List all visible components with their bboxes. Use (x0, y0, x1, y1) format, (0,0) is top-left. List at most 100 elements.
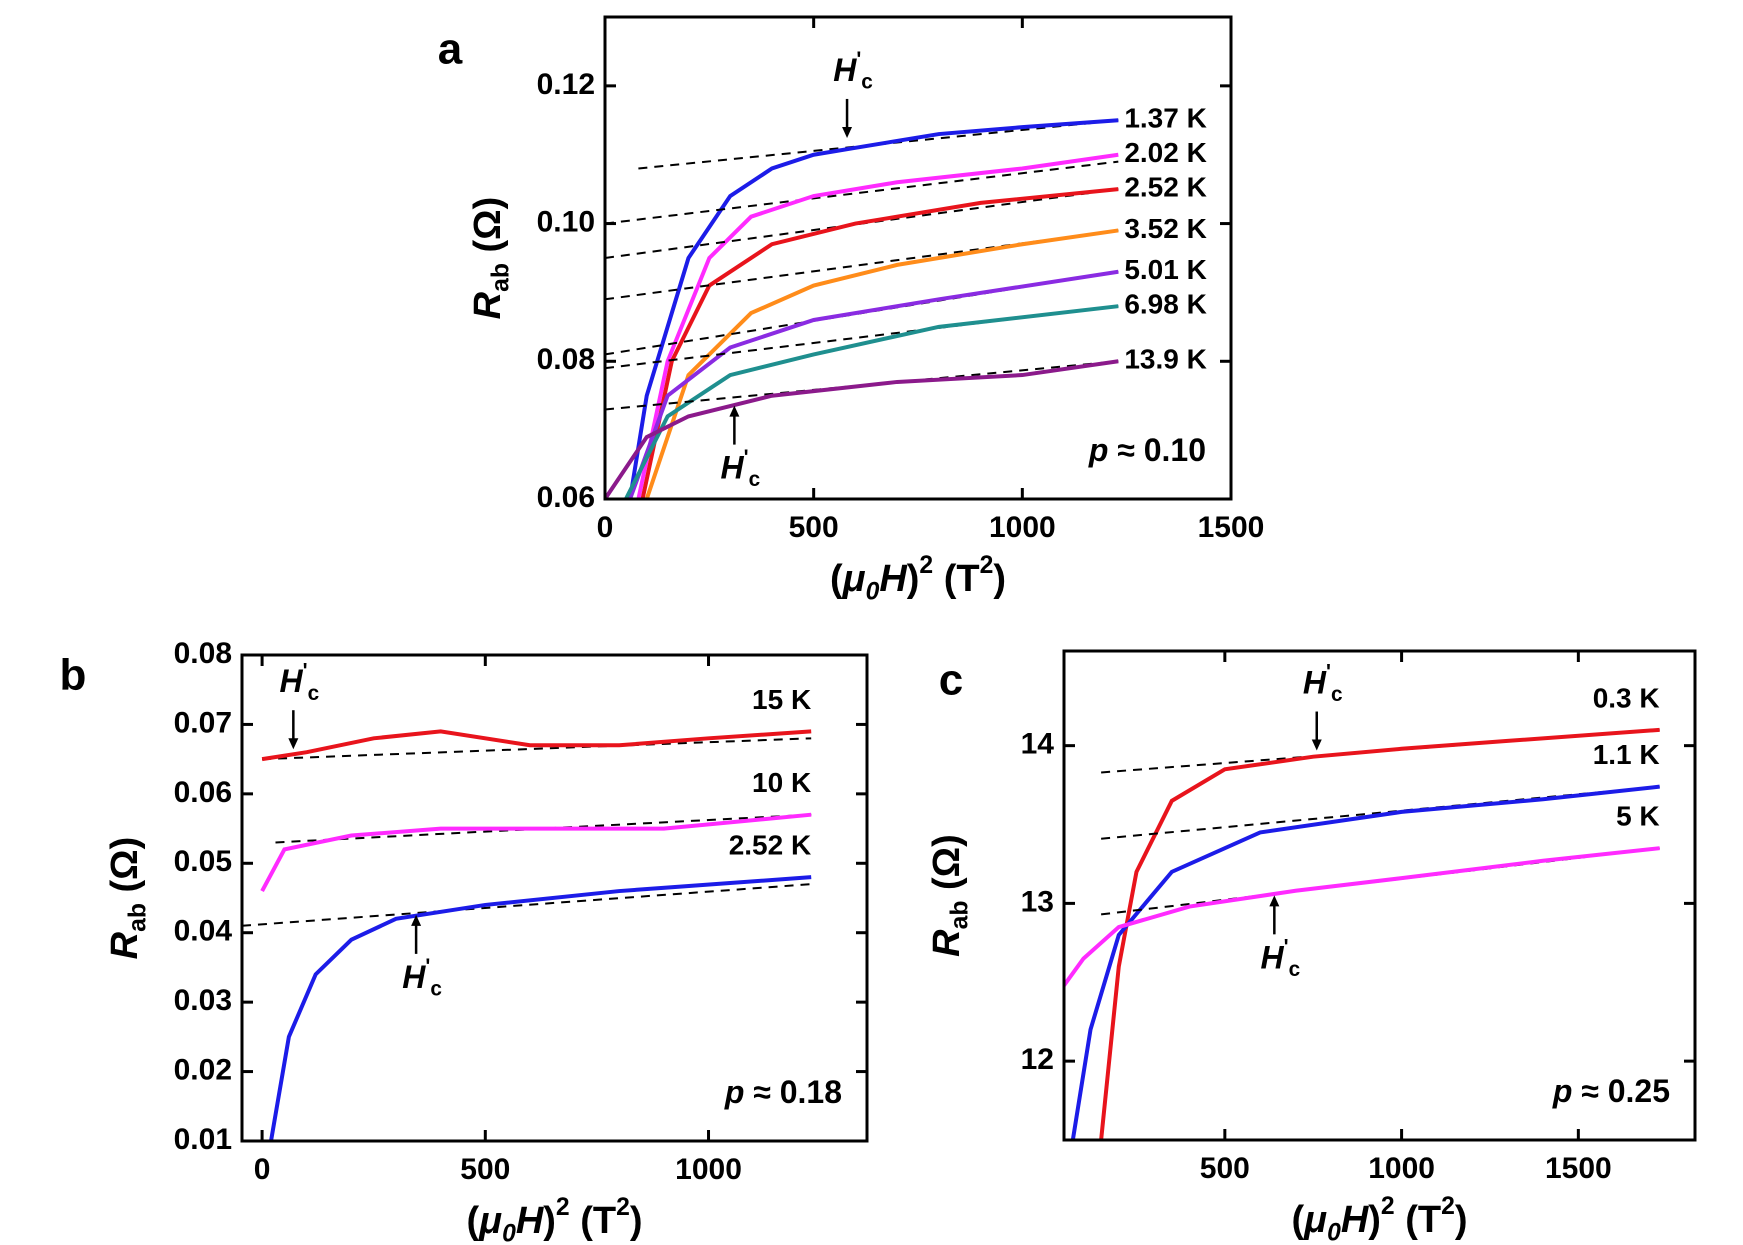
text-part: c (308, 681, 320, 704)
text-part: (Ω) (104, 837, 146, 903)
text-part: ' (425, 955, 430, 978)
text-part: c (1331, 683, 1343, 706)
text-part: c (861, 70, 873, 93)
y-tick-label: 0.12 (537, 68, 595, 101)
text-part: (Ω) (926, 834, 968, 900)
series-label: 3.52 K (1124, 213, 1207, 244)
y-tick-label: 12 (1021, 1043, 1054, 1076)
series-label: 15 K (752, 684, 811, 715)
text-part: (T (1395, 1199, 1441, 1241)
text-part: (Ω) (467, 197, 509, 263)
text-part: ' (856, 48, 861, 71)
series-label: 10 K (752, 767, 811, 798)
annotation-label: H'c (1261, 935, 1301, 980)
panel-note: p ≈ 0.10 (1088, 432, 1206, 468)
text-part: ) (543, 1200, 556, 1242)
text-part: μ (478, 1200, 502, 1242)
text-part: 0 (866, 578, 880, 605)
text-part: (T (570, 1200, 616, 1242)
text-part: ab (946, 901, 973, 930)
series-label: 2.02 K (1124, 137, 1207, 168)
series-label: 2.52 K (1124, 172, 1207, 203)
text-part: ab (124, 903, 151, 932)
text-part: ) (1455, 1199, 1468, 1241)
panel-note: p ≈ 0.25 (1552, 1073, 1670, 1109)
text-part: R (467, 291, 509, 319)
data-line (261, 729, 812, 762)
data-line (1099, 727, 1660, 1140)
text-part: p (1088, 432, 1109, 468)
arrow-head (411, 914, 422, 926)
data-line (644, 228, 1119, 499)
text-part: ' (1284, 935, 1289, 958)
text-part: 2 (980, 551, 994, 578)
plot-frame (603, 15, 1233, 501)
text-part: R (104, 931, 146, 959)
text-part: ≈ 0.18 (744, 1074, 842, 1110)
y-tick-label: 13 (1021, 885, 1054, 918)
text-part: μ (842, 558, 866, 600)
text-part: H (1341, 1199, 1370, 1241)
data-line (1064, 846, 1660, 987)
annotation-label: H'c (280, 659, 320, 704)
x-tick-label: 500 (460, 1153, 510, 1186)
text-part: ( (1292, 1199, 1305, 1241)
data-line (628, 269, 1119, 499)
y-tick-label: 0.01 (174, 1123, 232, 1156)
text-part: ' (744, 445, 749, 468)
data-line (1070, 784, 1660, 1140)
arrow-head (1311, 739, 1322, 751)
x-tick-label: 1000 (989, 511, 1056, 544)
panel-note: p ≈ 0.18 (724, 1074, 842, 1110)
text-part: ) (993, 558, 1006, 600)
panel-letter: a (438, 25, 463, 74)
arrow-head (1269, 895, 1280, 907)
y-tick-label: 0.08 (537, 343, 595, 376)
text-part: H (1303, 665, 1327, 701)
x-tick-label: 0 (254, 1153, 271, 1186)
fit-line (605, 305, 1119, 370)
text-part: (T (933, 558, 979, 600)
y-axis-label: Rab (Ω) (926, 834, 973, 957)
plot-frame (1062, 649, 1697, 1142)
text-part: ) (1368, 1199, 1381, 1241)
x-tick-label: 1000 (675, 1153, 742, 1186)
arrow-head (729, 405, 740, 417)
data-line (260, 812, 812, 893)
text-part: R (926, 929, 968, 957)
annotation-label: H'c (402, 955, 442, 1000)
text-part: 2 (616, 1193, 630, 1220)
y-axis-label: Rab (Ω) (467, 197, 514, 320)
text-part: ≈ 0.25 (1572, 1073, 1670, 1109)
text-part: H (721, 450, 745, 486)
text-part: c (1289, 957, 1301, 980)
text-part: ( (830, 558, 843, 600)
series-label: 13.9 K (1124, 344, 1207, 375)
fit-line (605, 229, 1119, 301)
y-tick-label: 0.05 (174, 845, 232, 878)
fit-line (262, 737, 812, 761)
y-tick-label: 14 (1021, 728, 1055, 761)
y-tick-label: 0.03 (174, 984, 232, 1017)
text-part: ≈ 0.10 (1108, 432, 1206, 468)
text-part: p (1552, 1073, 1573, 1109)
x-tick-label: 1000 (1368, 1152, 1435, 1185)
y-tick-label: 0.08 (174, 637, 232, 670)
text-part: H (280, 664, 304, 700)
annotation-label: H'c (721, 445, 761, 490)
text-part: 0 (1327, 1219, 1341, 1245)
data-line (628, 118, 1119, 499)
panel-letter: c (939, 656, 963, 705)
text-part: H (1261, 940, 1285, 976)
text-part: H (402, 959, 426, 995)
series-label: 5.01 K (1124, 254, 1207, 285)
series-label: 1.37 K (1124, 103, 1207, 134)
text-part: ab (487, 263, 514, 292)
series-label: 1.1 K (1593, 739, 1660, 770)
x-axis-label: (μ0H)2 (T2) (467, 1193, 643, 1245)
text-part: H (516, 1200, 545, 1242)
y-tick-label: 0.07 (174, 706, 232, 739)
text-part: c (749, 468, 761, 491)
y-tick-label: 0.04 (174, 915, 233, 948)
